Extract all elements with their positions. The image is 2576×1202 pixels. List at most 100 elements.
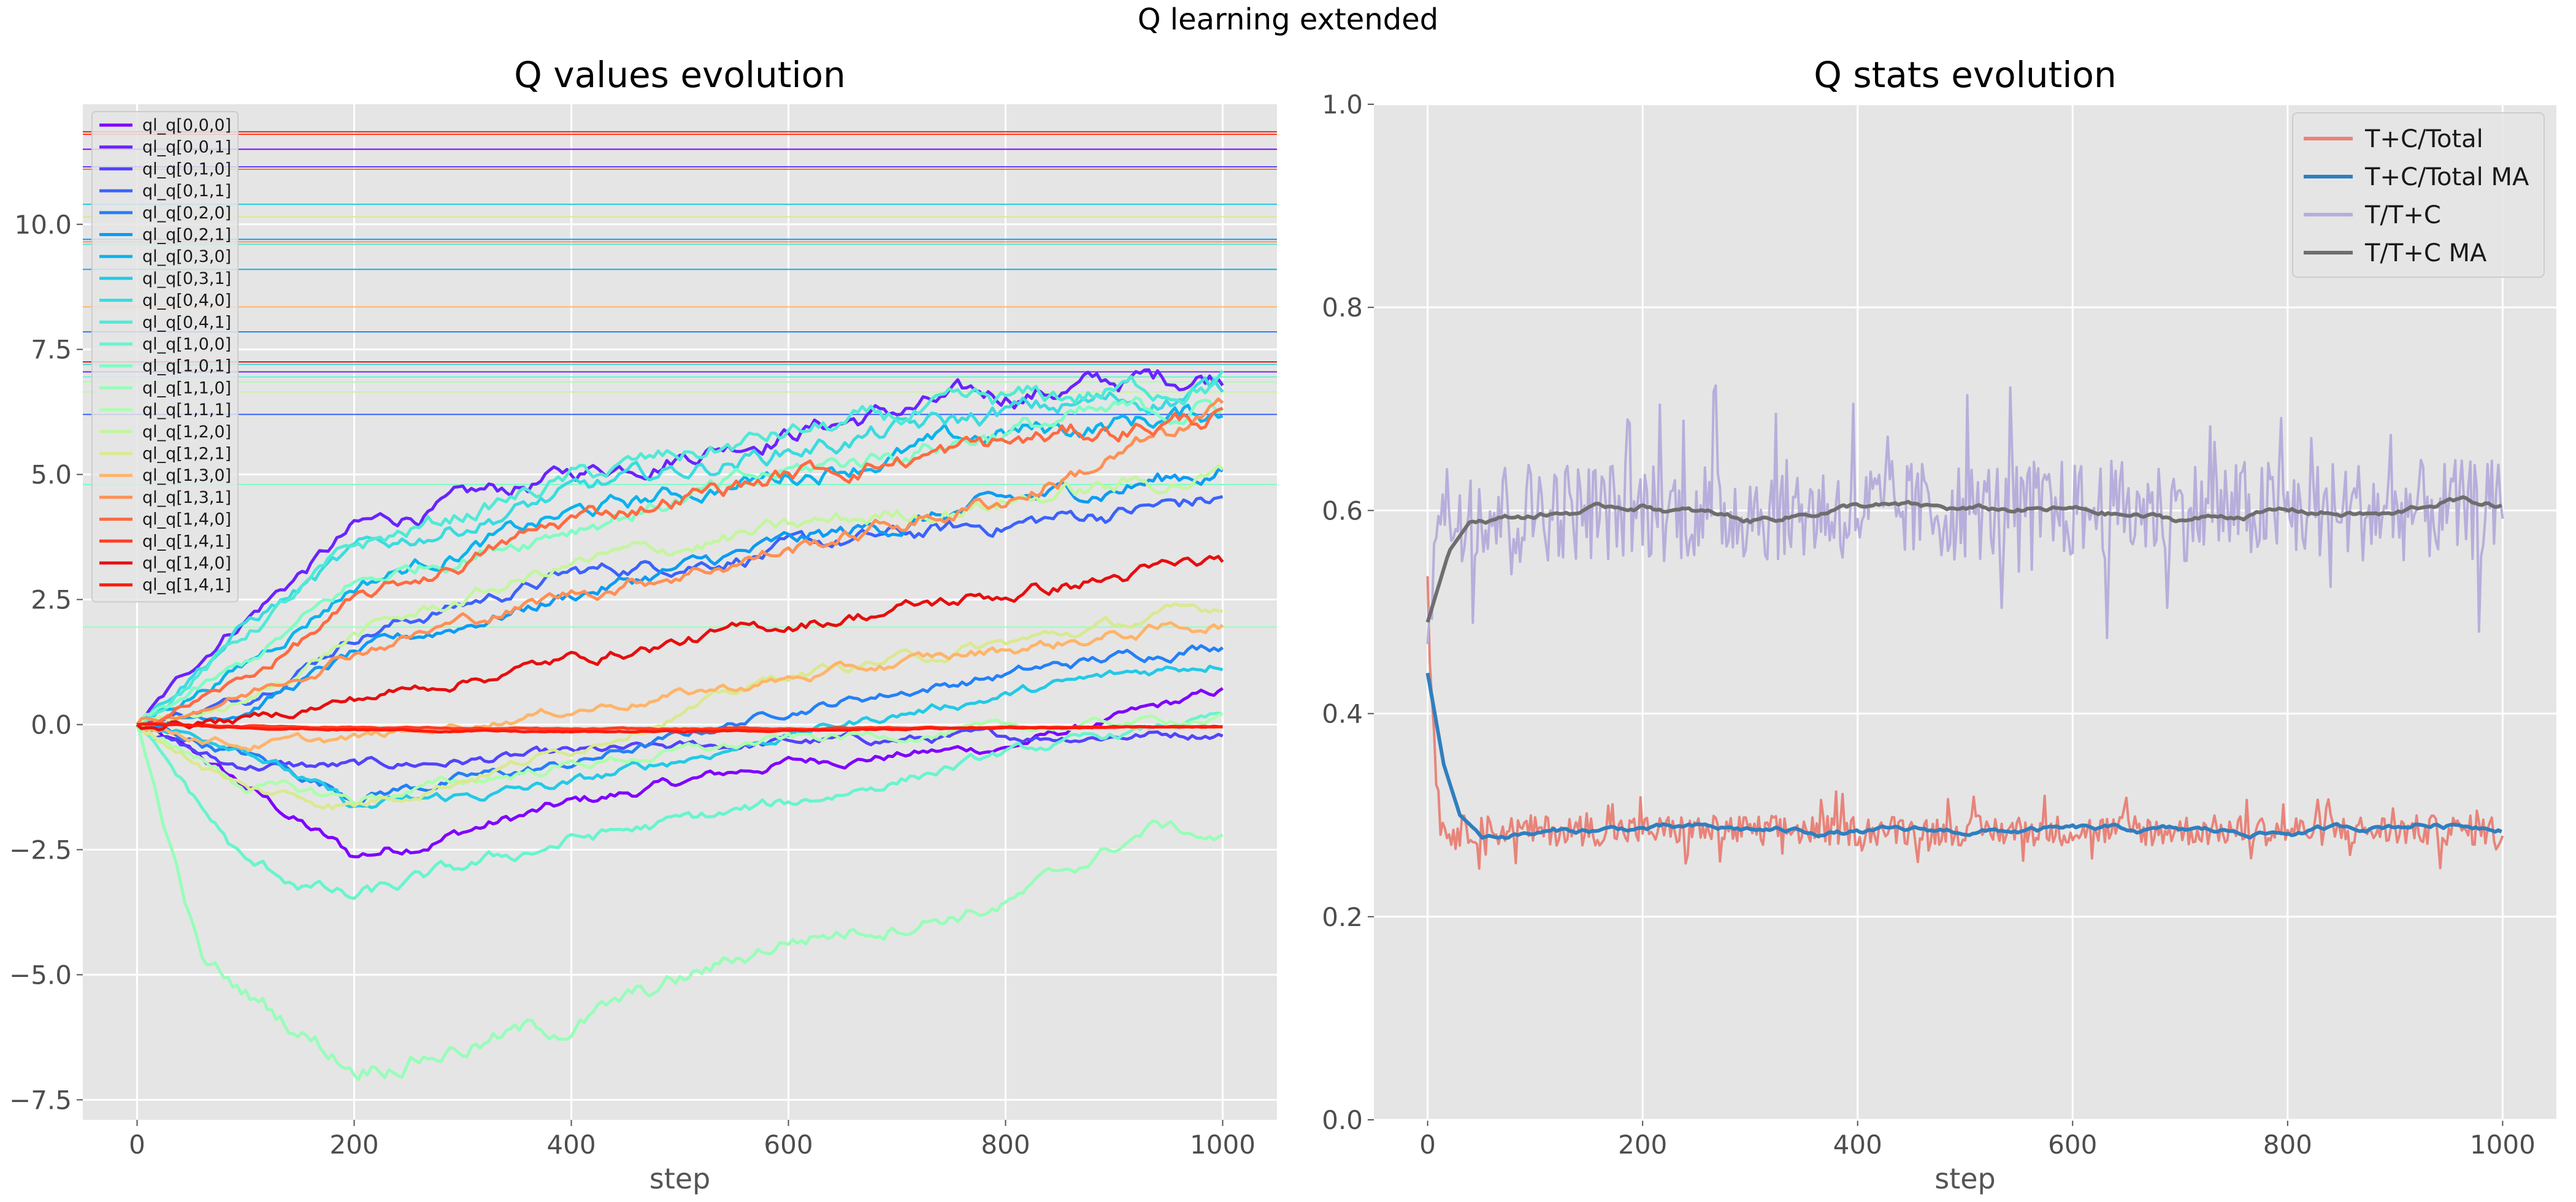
legend-item: ql_q[0,4,1]: [99, 313, 231, 332]
legend: T+C/Total T+C/Total MA T/T+C T/T+C MA: [2292, 112, 2545, 278]
legend-label: ql_q[1,0,1]: [142, 357, 231, 376]
legend-item: ql_q[0,1,0]: [99, 159, 231, 178]
series-line-t-t-c: [1426, 384, 2504, 645]
y-tick-label: 7.5: [31, 335, 72, 365]
legend-item: ql_q[1,3,1]: [99, 488, 231, 507]
legend: ql_q[0,0,0] ql_q[0,0,1] ql_q[0,1,0] ql_q[0,…: [91, 111, 239, 603]
x-tick-label: 0: [129, 1130, 145, 1160]
legend-label: T/T+C: [2364, 201, 2441, 229]
legend-item: ql_q[1,1,0]: [99, 378, 231, 397]
x-tick-label: 200: [329, 1130, 378, 1160]
series-line-ql-q-1-4-0: [136, 554, 1224, 732]
legend-item: T/T+C: [2304, 201, 2441, 229]
x-tick-label: 600: [2048, 1130, 2097, 1160]
y-tick-label: −7.5: [9, 1085, 72, 1115]
legend-label: ql_q[1,0,0]: [142, 335, 231, 354]
legend-label: ql_q[1,2,1]: [142, 445, 231, 464]
legend-item: T+C/Total: [2304, 125, 2483, 153]
legend-label: T+C/Total MA: [2364, 163, 2529, 191]
x-tick-label: 0: [1419, 1130, 1436, 1160]
legend-item: ql_q[0,3,1]: [99, 269, 231, 288]
x-tick-label: 800: [981, 1130, 1030, 1160]
legend-label: ql_q[1,4,1]: [142, 532, 231, 551]
y-tick-label: 10.0: [14, 210, 72, 240]
y-tick-label: −5.0: [9, 960, 72, 990]
x-tick-label: 600: [764, 1130, 813, 1160]
legend-frame: [2292, 112, 2545, 278]
series-line-ql-q-1-2-1: [136, 602, 1223, 810]
series-group: [83, 131, 1277, 1081]
series-line-t-c-total: [1426, 576, 2504, 870]
legend-label: ql_q[0,0,1]: [142, 138, 231, 157]
legend-label: ql_q[0,4,0]: [142, 291, 231, 310]
legend-item: ql_q[1,4,1]: [99, 576, 231, 595]
q-stats-axes: 0 200 400 600 800 1000 0.0 0.2 0.4 0.6 0.8 1.0 Q sta…: [1322, 54, 2556, 1195]
legend-label: ql_q[1,4,0]: [142, 510, 231, 529]
legend-item: ql_q[0,1,1]: [99, 182, 231, 201]
y-tick-label: 0.4: [1322, 699, 1363, 729]
legend-item: ql_q[0,0,1]: [99, 138, 231, 157]
series-line-ql-q-1-4-1: [137, 722, 1223, 734]
series-line-ql-q-1-2-0: [136, 464, 1224, 726]
legend-label: T/T+C MA: [2364, 239, 2487, 267]
series-line-t-c-total-ma: [1425, 672, 2502, 840]
legend-item: ql_q[1,2,1]: [99, 445, 231, 464]
legend-label: ql_q[0,2,1]: [142, 226, 231, 245]
legend-item: ql_q[1,2,0]: [99, 423, 231, 442]
legend-label: ql_q[0,0,0]: [142, 116, 231, 135]
series-line-ql-q-1-0-0: [136, 711, 1224, 900]
series-line-ql-q-0-0-1: [136, 368, 1224, 726]
legend-label: ql_q[0,1,0]: [142, 159, 231, 178]
series-line-ql-q-1-1-0: [136, 724, 1224, 1081]
figure-suptitle: Q learning extended: [1138, 2, 1438, 37]
legend-label: ql_q[1,4,0]: [142, 554, 231, 573]
x-tick-label: 800: [2263, 1130, 2312, 1160]
legend-label: ql_q[0,4,1]: [142, 313, 231, 332]
legend-label: ql_q[1,3,0]: [142, 466, 231, 485]
x-tick-label: 400: [546, 1130, 596, 1160]
axes-title: Q stats evolution: [1814, 54, 2116, 96]
x-tick-label: 1000: [1190, 1130, 1255, 1160]
legend-item: ql_q[1,1,1]: [99, 400, 231, 419]
legend-item: ql_q[1,4,1]: [99, 532, 231, 551]
legend-label: ql_q[0,3,0]: [142, 247, 231, 266]
y-tick-label: 2.5: [31, 585, 72, 615]
series-line-ql-q-1-3-0: [136, 621, 1224, 752]
series-line-ql-q-0-4-1: [136, 369, 1224, 726]
legend-item: ql_q[1,4,0]: [99, 554, 231, 573]
x-tick-label: 1000: [2470, 1130, 2536, 1160]
legend-item: ql_q[1,4,0]: [99, 510, 231, 529]
series-line-ql-q-0-1-0: [136, 723, 1224, 772]
y-tick-label: −2.5: [9, 835, 72, 865]
legend-label: ql_q[1,2,0]: [142, 423, 231, 442]
legend-label: ql_q[1,1,1]: [142, 400, 231, 419]
legend-label: ql_q[0,2,0]: [142, 204, 231, 223]
legend-label: ql_q[1,4,1]: [142, 576, 231, 595]
series-line-t-t-c-ma: [1425, 495, 2502, 623]
legend-item: ql_q[0,0,0]: [99, 116, 231, 135]
legend-label: ql_q[0,3,1]: [142, 269, 231, 288]
series-line-ql-q-1-4-0: [136, 407, 1224, 730]
legend-item: ql_q[0,3,0]: [99, 247, 231, 266]
series-line-ql-q-0-4-0: [136, 377, 1224, 726]
y-tick-label: 5.0: [31, 460, 72, 490]
x-tick-label: 400: [1833, 1130, 1882, 1160]
series-line-ql-q-0-0-0: [136, 687, 1224, 859]
x-tick-label: 200: [1618, 1130, 1667, 1160]
legend-label: ql_q[1,1,0]: [142, 378, 231, 397]
series-group: [1425, 384, 2504, 870]
legend-item: ql_q[1,0,0]: [99, 335, 231, 354]
legend-label: ql_q[0,1,1]: [142, 182, 231, 201]
legend-label: ql_q[1,3,1]: [142, 488, 231, 507]
y-tick-label: 1.0: [1322, 90, 1363, 120]
y-tick-label: 0.8: [1322, 293, 1363, 323]
legend-item: ql_q[0,4,0]: [99, 291, 231, 310]
y-tick-label: 0.6: [1322, 496, 1363, 526]
axes-title: Q values evolution: [514, 54, 846, 96]
y-tick-label: 0.0: [1322, 1105, 1363, 1135]
legend-item: ql_q[1,3,0]: [99, 466, 231, 485]
legend-item: T/T+C MA: [2304, 239, 2487, 267]
q-values-axes: 0 200 400 600 800 1000 −7.5 −5.0 −2.5 0.0 2.5 5.0 7.…: [9, 54, 1277, 1195]
legend-item: ql_q[0,2,1]: [99, 226, 231, 245]
